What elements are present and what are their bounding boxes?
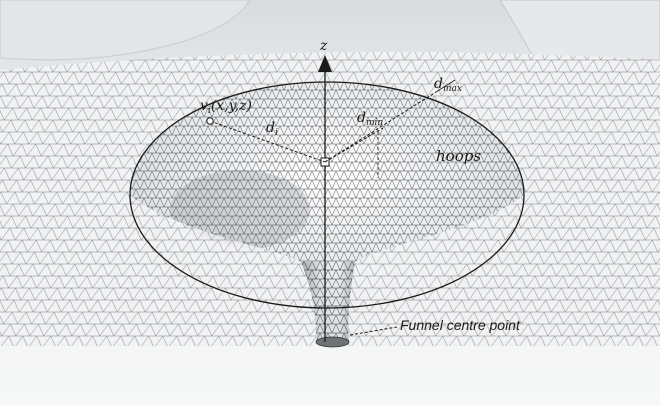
d-i-line: [209, 120, 326, 163]
d-min-label: dmin: [357, 110, 383, 128]
vertex-label: vi(x,y,z): [200, 98, 252, 116]
funnel-centre-label: Funnel centre point: [400, 317, 521, 333]
d-max-label: dmax: [434, 76, 462, 94]
z-axis-label: z: [319, 38, 328, 54]
hoops-label: hoops: [436, 147, 481, 165]
funnel-outer-rim: [129, 81, 525, 309]
d-min-line: [324, 127, 384, 163]
vertex-marker: [206, 117, 214, 125]
funnel-centre-leader: [349, 326, 398, 336]
funnel-bottom-rim: [315, 336, 350, 348]
d-max-leader: [435, 79, 456, 93]
z-axis-arrow: [318, 55, 332, 72]
top-left-blob: [0, 0, 251, 61]
d-i-label: di: [266, 120, 278, 138]
d-max-line: [324, 91, 437, 163]
